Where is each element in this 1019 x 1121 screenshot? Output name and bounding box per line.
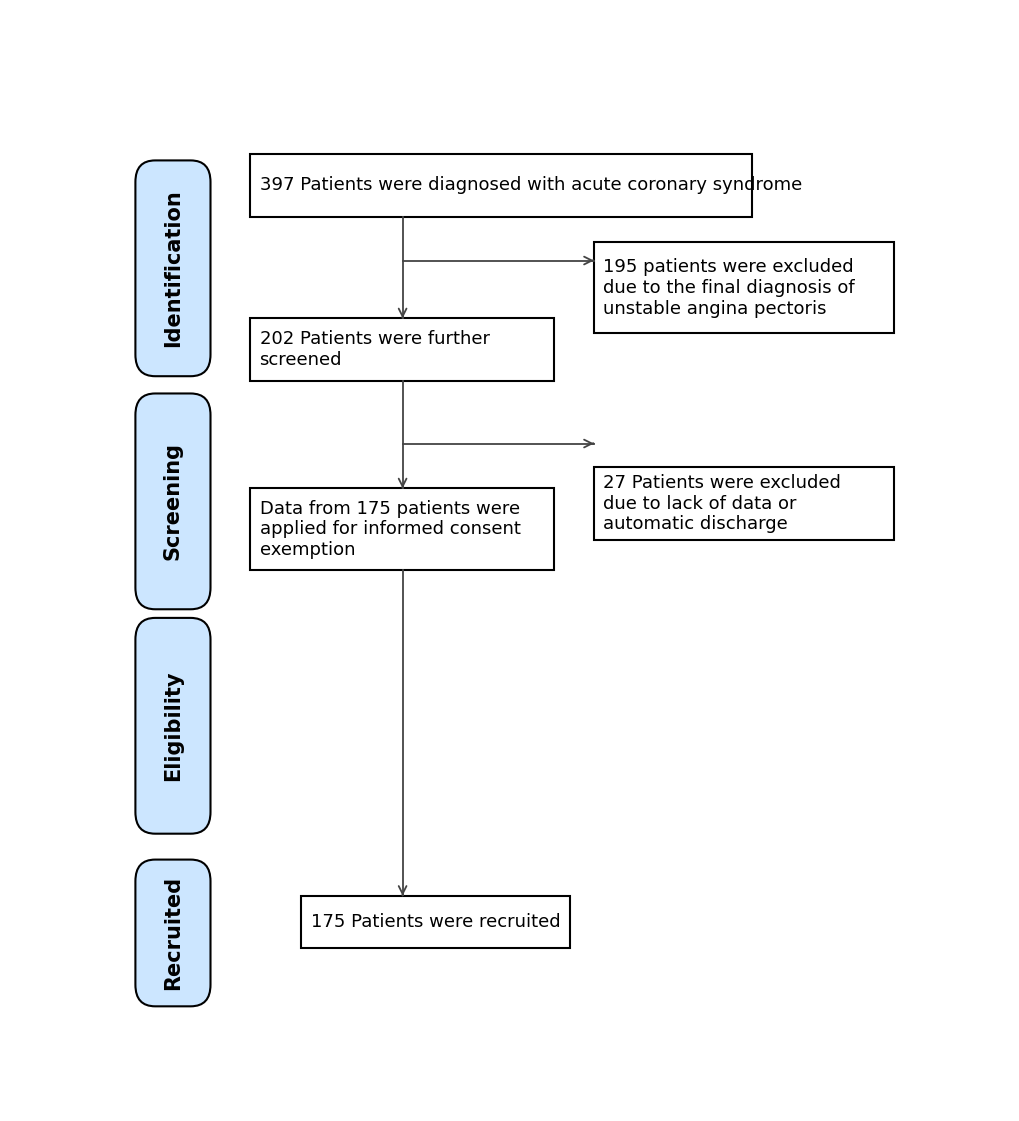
Text: 27 Patients were excluded
due to lack of data or
automatic discharge: 27 Patients were excluded due to lack of… [603, 474, 841, 534]
Text: 195 patients were excluded
due to the final diagnosis of
unstable angina pectori: 195 patients were excluded due to the fi… [603, 258, 854, 317]
Text: Eligibility: Eligibility [163, 670, 182, 781]
Text: Screening: Screening [163, 443, 182, 560]
FancyBboxPatch shape [250, 155, 751, 216]
FancyBboxPatch shape [302, 896, 570, 947]
FancyBboxPatch shape [136, 860, 210, 1007]
FancyBboxPatch shape [136, 393, 210, 609]
Text: Recruited: Recruited [163, 876, 182, 990]
Text: 202 Patients were further
screened: 202 Patients were further screened [259, 330, 489, 369]
FancyBboxPatch shape [593, 466, 894, 540]
Text: Identification: Identification [163, 189, 182, 348]
Text: 397 Patients were diagnosed with acute coronary syndrome: 397 Patients were diagnosed with acute c… [259, 176, 801, 194]
Text: 175 Patients were recruited: 175 Patients were recruited [311, 912, 560, 930]
FancyBboxPatch shape [136, 160, 210, 377]
FancyBboxPatch shape [593, 242, 894, 333]
FancyBboxPatch shape [250, 489, 554, 571]
Text: Data from 175 patients were
applied for informed consent
exemption: Data from 175 patients were applied for … [259, 500, 520, 559]
FancyBboxPatch shape [136, 618, 210, 834]
FancyBboxPatch shape [250, 318, 554, 380]
